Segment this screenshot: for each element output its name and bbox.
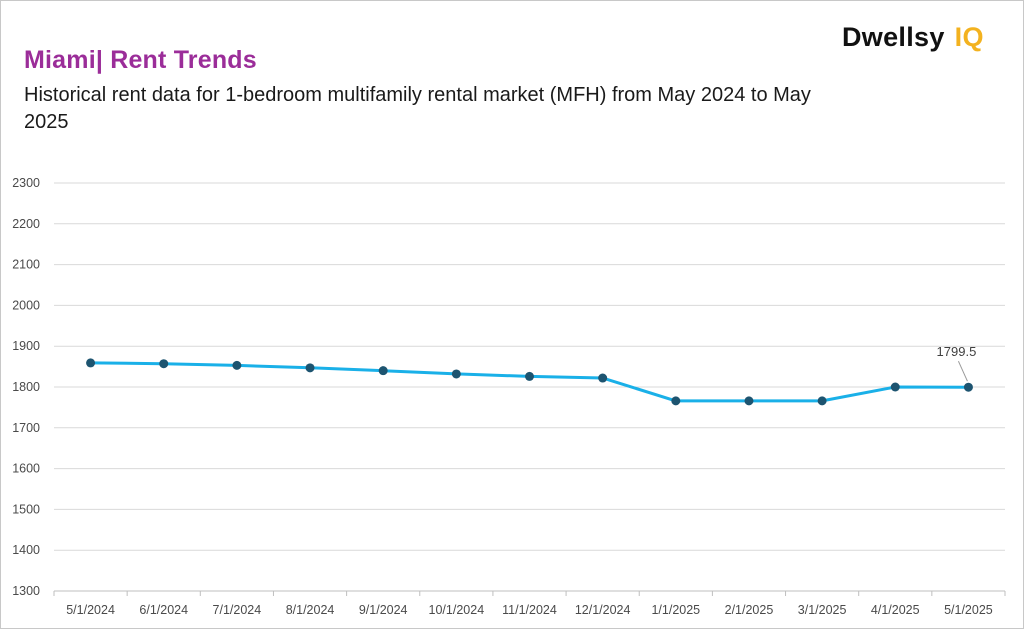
logo-accent: IQ — [954, 22, 984, 52]
data-point — [159, 359, 169, 369]
y-tick-label: 2000 — [12, 298, 40, 312]
data-point — [963, 382, 973, 392]
data-point — [817, 396, 827, 406]
x-tick-label: 12/1/2024 — [575, 603, 631, 617]
y-tick-label: 2300 — [12, 176, 40, 190]
y-tick-label: 1600 — [12, 462, 40, 476]
annotation-leader — [957, 360, 968, 382]
data-point — [86, 358, 96, 368]
x-tick-label: 5/1/2025 — [944, 603, 993, 617]
y-tick-label: 1800 — [12, 380, 40, 394]
x-tick-label: 9/1/2024 — [359, 603, 408, 617]
data-point — [890, 382, 900, 392]
data-point — [525, 371, 534, 381]
data-point — [744, 396, 754, 406]
series-line — [89, 361, 970, 403]
data-point — [671, 396, 681, 406]
y-tick-label: 1700 — [12, 421, 40, 435]
x-tick-label: 3/1/2025 — [798, 603, 847, 617]
x-tick-label: 7/1/2024 — [213, 603, 262, 617]
y-tick-label: 1300 — [12, 584, 40, 598]
y-tick-label: 2200 — [12, 217, 40, 231]
x-tick-label: 4/1/2025 — [871, 603, 920, 617]
x-tick-label: 10/1/2024 — [429, 603, 485, 617]
x-tick-label: 11/1/2024 — [502, 603, 557, 617]
data-point — [598, 373, 608, 383]
x-tick-label: 8/1/2024 — [286, 603, 335, 617]
y-tick-label: 2100 — [12, 258, 40, 272]
y-tick-label: 1400 — [12, 543, 40, 557]
data-point — [378, 366, 388, 376]
x-tick-label: 6/1/2024 — [139, 603, 188, 617]
x-tick-label: 2/1/2025 — [725, 603, 774, 617]
data-point — [232, 360, 242, 370]
data-point — [305, 363, 315, 373]
logo-text: Dwellsy — [842, 22, 945, 52]
x-tick-label: 1/1/2025 — [651, 603, 700, 617]
y-tick-label: 1500 — [12, 502, 40, 516]
x-tick-label: 5/1/2024 — [66, 603, 115, 617]
data-point — [451, 369, 461, 379]
data-label: 1799.5 — [937, 344, 977, 359]
dwellsy-iq-logo: Dwellsy IQ — [842, 22, 984, 53]
chart-title: Miami| Rent Trends — [24, 46, 257, 74]
y-tick-label: 1900 — [12, 339, 40, 353]
chart-subtitle: Historical rent data for 1-bedroom multi… — [24, 84, 811, 133]
